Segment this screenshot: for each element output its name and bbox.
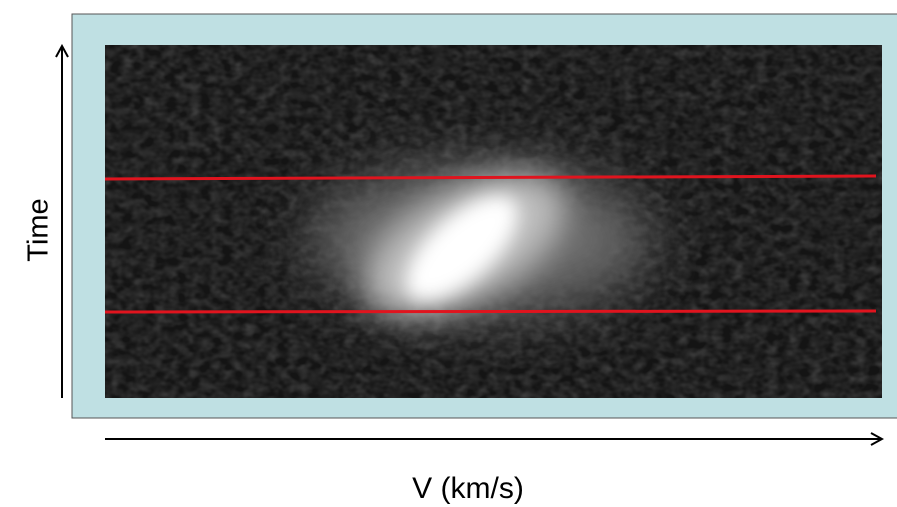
glow-core bbox=[405, 195, 519, 301]
spectrum-image bbox=[105, 45, 882, 398]
upper-red-line bbox=[105, 174, 877, 181]
y-axis-label: Time bbox=[23, 198, 55, 261]
lower-red-line bbox=[105, 309, 877, 314]
x-axis-label: V (km/s) bbox=[412, 472, 524, 505]
